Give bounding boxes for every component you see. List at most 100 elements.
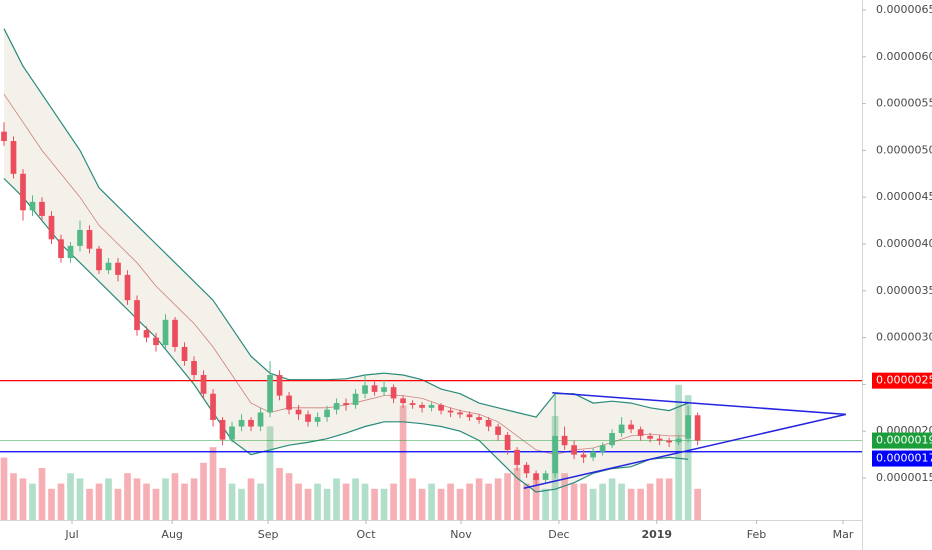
- volume-bar: [181, 483, 188, 520]
- y-tick-label: 0.00000150: [876, 471, 932, 484]
- candle-body: [599, 445, 606, 452]
- volume-bar: [304, 488, 312, 520]
- candle-body: [267, 375, 273, 413]
- candle-body: [181, 346, 188, 361]
- trendline: [552, 392, 846, 416]
- volume-bar: [684, 395, 692, 520]
- volume-bar: [418, 488, 426, 520]
- candle-body: [381, 387, 387, 392]
- candle-body: [666, 440, 672, 443]
- candle-body: [371, 385, 378, 392]
- volume-bar: [76, 478, 84, 520]
- candle-body: [514, 449, 520, 465]
- band-lower: [3, 178, 689, 493]
- volume-bar: [371, 488, 378, 520]
- candle-body: [229, 426, 235, 440]
- volume-bar: [0, 457, 8, 520]
- volume-bar: [285, 473, 293, 520]
- volume-bar: [19, 478, 27, 520]
- volume-bar: [266, 426, 274, 520]
- candle-body: [124, 274, 131, 301]
- candle-body: [77, 229, 83, 246]
- volume-bar: [589, 488, 597, 520]
- y-tick-label: 0.00000550: [876, 97, 932, 110]
- candle-body: [533, 473, 539, 480]
- y-tick-label: 0.00000500: [876, 143, 932, 156]
- volume-bar: [532, 478, 540, 520]
- candle-body: [153, 337, 159, 346]
- candle-body: [143, 330, 150, 338]
- volume-bar: [665, 478, 673, 520]
- y-tick-label: 0.00000650: [876, 3, 932, 16]
- candle-body: [419, 404, 425, 408]
- candle-body: [96, 248, 102, 271]
- candle-body: [248, 419, 254, 427]
- volume-bar: [456, 488, 464, 520]
- volume-bar: [542, 488, 549, 520]
- candle-body: [552, 435, 558, 474]
- volume-bar: [57, 483, 65, 520]
- candle-body: [286, 395, 292, 410]
- volume-bar: [523, 483, 530, 520]
- volume-bar: [580, 483, 587, 520]
- candle-body: [400, 398, 406, 404]
- candle-body: [580, 454, 587, 458]
- volume-bar: [361, 483, 369, 520]
- volume-bar: [380, 488, 388, 520]
- candle-body: [466, 414, 473, 418]
- x-tick-label: Sep: [258, 528, 279, 541]
- candle-body: [694, 415, 701, 441]
- candle-body: [172, 319, 178, 347]
- volume-bar: [209, 447, 217, 520]
- candle-body: [409, 403, 416, 405]
- volume-bar: [618, 483, 625, 520]
- volume-bar: [352, 478, 359, 520]
- volume-bar: [133, 478, 141, 520]
- volume-bar: [342, 483, 350, 520]
- candle-body: [561, 435, 568, 446]
- candle-body: [314, 417, 321, 422]
- candle-body: [438, 404, 444, 411]
- candle-body: [48, 215, 55, 240]
- x-tick-label: Dec: [548, 528, 569, 541]
- candle-body: [115, 262, 121, 275]
- candle-body: [86, 229, 93, 249]
- volume-bar: [323, 488, 331, 520]
- candle-body: [39, 201, 45, 216]
- trendline: [523, 413, 847, 490]
- candle-body: [58, 239, 64, 259]
- candle-body: [590, 451, 596, 458]
- x-tick-label: Feb: [747, 528, 766, 541]
- price-tag: [872, 432, 932, 449]
- volume-bar: [475, 478, 483, 520]
- volume-bar: [428, 483, 435, 520]
- candle-body: [1, 131, 7, 142]
- x-tick-label: Nov: [450, 528, 472, 541]
- volume-bar: [627, 488, 635, 520]
- x-tick-label: Aug: [161, 528, 182, 541]
- candle-body: [428, 404, 435, 408]
- volume-bar: [162, 478, 169, 520]
- candle-body: [238, 419, 245, 427]
- candle-body: [485, 419, 492, 427]
- candle-body: [295, 409, 302, 415]
- candle-body: [447, 410, 454, 413]
- y-tick-label: 0.00000600: [876, 50, 932, 63]
- volume-bar: [608, 478, 616, 520]
- candle-body: [504, 434, 511, 450]
- candle-body: [20, 173, 26, 211]
- volume-bar: [124, 473, 131, 520]
- volume-bar: [29, 483, 36, 520]
- candle-body: [10, 141, 17, 174]
- volume-bar: [67, 473, 74, 520]
- volume-bar: [437, 488, 445, 520]
- candle-body: [352, 393, 359, 405]
- volume-bar: [599, 483, 606, 520]
- candle-body: [219, 419, 226, 440]
- candle-body: [495, 426, 501, 435]
- price-tag: [872, 372, 932, 389]
- x-tick-label: Oct: [356, 528, 376, 541]
- volume-bar: [276, 468, 283, 520]
